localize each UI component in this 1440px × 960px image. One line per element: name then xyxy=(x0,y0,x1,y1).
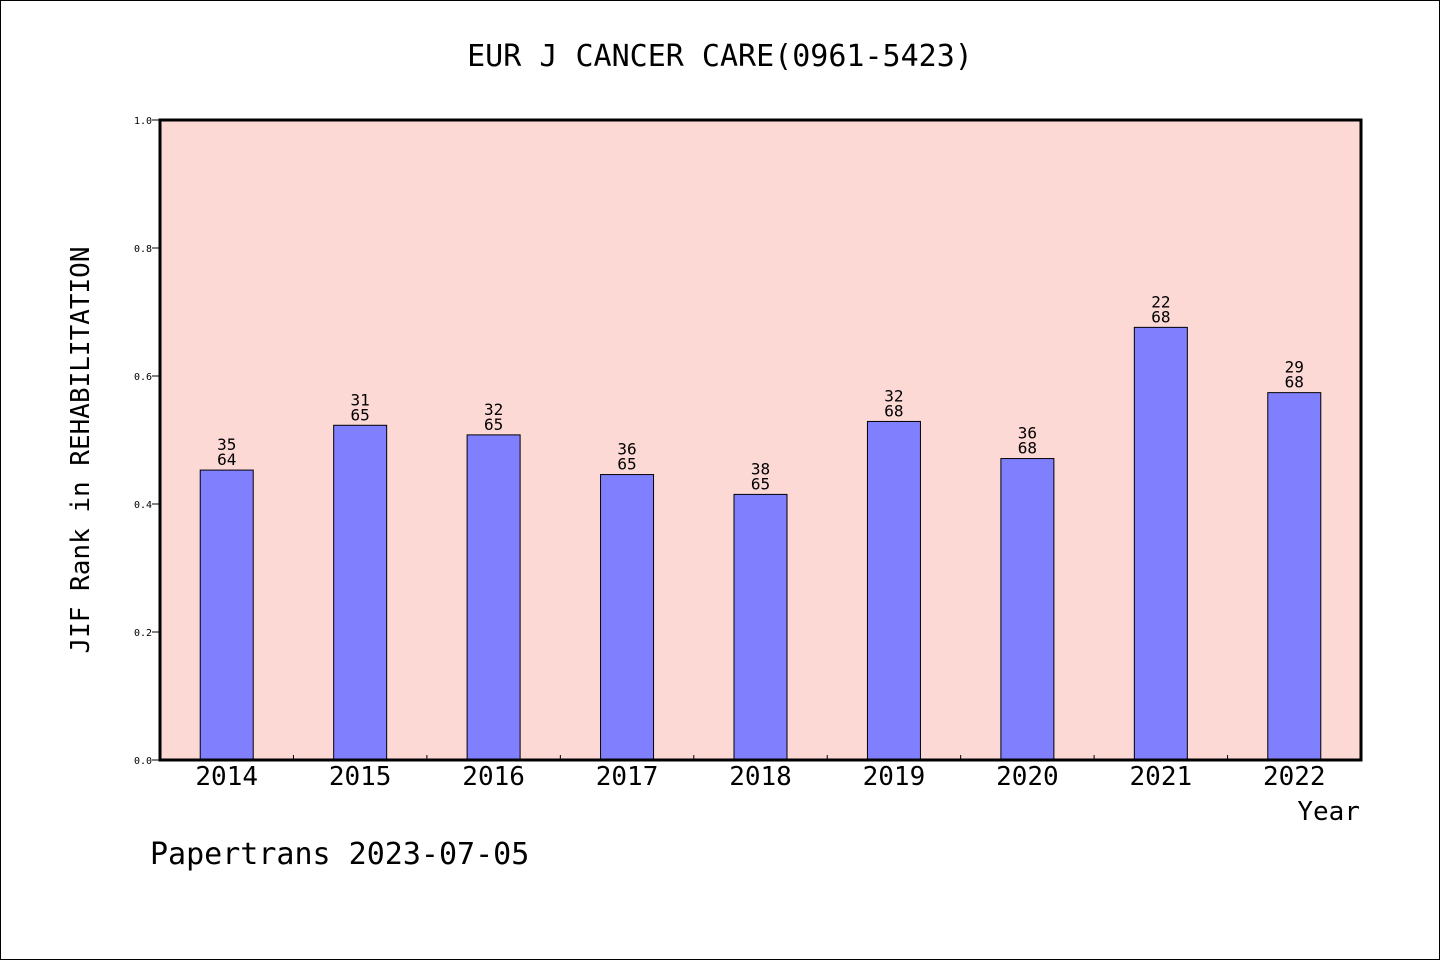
bar-total-label: 68 xyxy=(1285,373,1304,392)
bar-total-label: 68 xyxy=(1151,307,1170,326)
x-tick-label: 2014 xyxy=(195,762,258,792)
bar-rank-label: 38 xyxy=(751,459,770,478)
bar-total-label: 68 xyxy=(884,401,903,420)
bar-rank-label: 35 xyxy=(217,435,236,454)
y-axis-title: JIF Rank in REHABILITATION xyxy=(66,247,96,654)
bar-total-label: 65 xyxy=(617,455,636,474)
x-tick-label: 2021 xyxy=(1130,762,1193,792)
bar-2022 xyxy=(1267,392,1322,761)
bar-rank-label: 36 xyxy=(1018,424,1037,443)
y-tick-label: 0.0 xyxy=(134,756,152,767)
bar-2020 xyxy=(1000,458,1055,761)
y-tick-label: 1.0 xyxy=(134,116,152,127)
x-tick-label: 2016 xyxy=(462,762,525,792)
y-tick-label: 0.8 xyxy=(134,244,152,255)
x-tick-label: 2015 xyxy=(329,762,392,792)
plot-border xyxy=(158,118,1363,762)
bar-total-label: 68 xyxy=(1018,439,1037,458)
bar-total-label: 65 xyxy=(751,474,770,493)
bar-2019 xyxy=(866,420,921,761)
bar-total-label: 65 xyxy=(351,405,370,424)
bar-rank-label: 32 xyxy=(484,400,503,419)
bar-2017 xyxy=(600,474,655,761)
x-tick-label: 2017 xyxy=(596,762,659,792)
x-axis: 2014 2015 2016 2017 2018 2019 2020 2021 2022 xyxy=(195,755,1326,792)
bar-rank-label: 22 xyxy=(1151,292,1170,311)
x-tick-label: 2019 xyxy=(863,762,926,792)
bar-rank-label: 31 xyxy=(351,390,370,409)
x-tick-label: 2020 xyxy=(996,762,1059,792)
bar-rank-label: 36 xyxy=(617,440,636,459)
x-axis-title: Year xyxy=(1297,797,1360,827)
footer-credit: Papertrans 2023-07-05 xyxy=(150,837,529,872)
y-tick-label: 0.2 xyxy=(134,628,152,639)
bars-layer xyxy=(199,326,1322,761)
x-tick-label: 2022 xyxy=(1263,762,1326,792)
bar-2015 xyxy=(333,424,388,761)
bar-rank-label: 32 xyxy=(884,386,903,405)
bar-rank-label: 29 xyxy=(1285,358,1304,377)
y-tick-label: 0.4 xyxy=(134,500,152,511)
bar-total-label: 65 xyxy=(484,415,503,434)
bar-2014 xyxy=(199,469,254,761)
y-axis: 0.0 0.2 0.4 0.6 0.8 1.0 xyxy=(134,116,160,767)
bar-total-label: 64 xyxy=(217,450,236,469)
bar-2016 xyxy=(466,434,521,761)
y-tick-label: 0.6 xyxy=(134,372,152,383)
bar-2021 xyxy=(1133,326,1188,761)
chart-title: EUR J CANCER CARE(0961-5423) xyxy=(467,39,973,74)
bar-2018 xyxy=(733,493,788,761)
x-tick-label: 2018 xyxy=(729,762,792,792)
